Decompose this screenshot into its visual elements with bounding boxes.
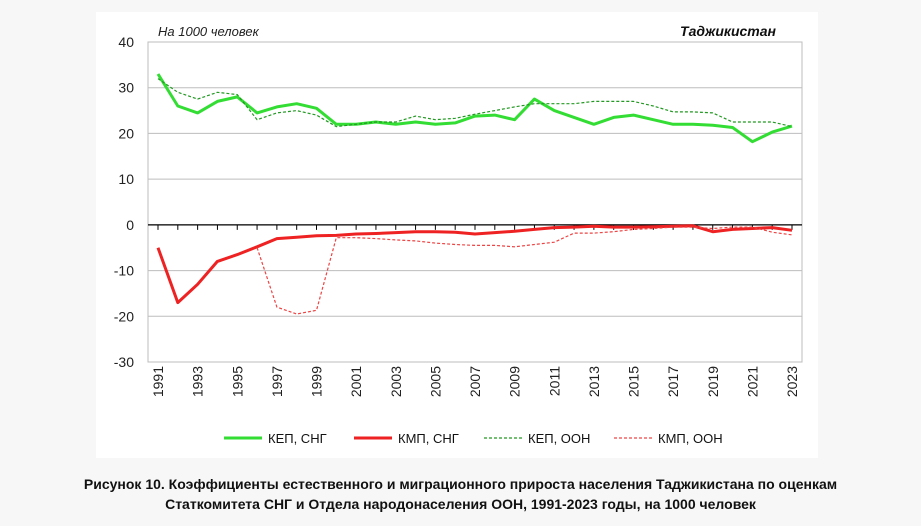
- legend-label: КЕП, СНГ: [268, 431, 327, 446]
- x-tick-label: 1991: [150, 366, 166, 397]
- series-line-1: [156, 73, 793, 144]
- x-tick-label: 2019: [705, 366, 721, 397]
- chart-subtitle: На 1000 человек: [158, 24, 260, 39]
- x-tick-labels: 1991 1993 1995 1997 1999 2001 2003 2005 2007 2009…: [150, 366, 800, 397]
- grid-layer: [147, 41, 803, 363]
- figure-caption: Рисунок 10. Коэффициенты естественного и…: [0, 474, 921, 514]
- figure-panel: 40 30 20 10 0 -10 -20 -30 1991 1993 1995 1997 1999 2…: [96, 12, 818, 458]
- x-tick-label: 2005: [427, 366, 443, 397]
- series-line-4: [256, 226, 793, 315]
- x-tick-label: 1993: [190, 366, 206, 397]
- y-tick-label: 20: [118, 125, 134, 141]
- x-tick-label: 2021: [744, 366, 760, 397]
- y-tick-label: 40: [118, 34, 134, 50]
- x-tick-label: 2017: [665, 366, 681, 397]
- series-line-2: [156, 224, 793, 305]
- x-tick-label: 2001: [348, 366, 364, 397]
- series-layer: [156, 73, 793, 315]
- legend-label: КЕП, ООН: [528, 431, 590, 446]
- x-tick-label: 2009: [507, 366, 523, 397]
- caption-line-1: Рисунок 10. Коэффициенты естественного и…: [83, 476, 838, 492]
- legend: КЕП, СНГ КМП, СНГ КЕП, ООН КМП, ООН: [224, 431, 723, 446]
- series-line-3: [157, 78, 793, 128]
- chart-title: Таджикистан: [680, 23, 777, 39]
- x-tick-label: 2015: [626, 366, 642, 397]
- y-tick-labels: 40 30 20 10 0 -10 -20 -30: [114, 34, 134, 370]
- x-tick-label: 2013: [586, 366, 602, 397]
- x-tick-label: 2003: [388, 366, 404, 397]
- y-tick-label: -10: [114, 263, 134, 279]
- plot-frame: [147, 41, 803, 363]
- x-tick-label: 2011: [546, 366, 562, 396]
- x-tick-label: 1995: [229, 366, 245, 397]
- chart: 40 30 20 10 0 -10 -20 -30 1991 1993 1995 1997 1999 2…: [114, 23, 803, 446]
- x-tick-label: 2007: [467, 366, 483, 397]
- x-tick-label: 2023: [784, 366, 800, 397]
- x-tick-label: 1997: [269, 366, 285, 397]
- y-tick-label: -20: [114, 308, 134, 324]
- legend-label: КМП, СНГ: [398, 431, 459, 446]
- caption-line-2: Статкомитета СНГ и Отдела народонаселени…: [165, 496, 756, 512]
- y-tick-label: -30: [114, 354, 134, 370]
- x-tick-label: 1999: [309, 366, 325, 397]
- y-tick-label: 10: [118, 171, 134, 187]
- y-tick-label: 0: [126, 217, 134, 233]
- y-tick-label: 30: [118, 80, 134, 96]
- legend-label: КМП, ООН: [658, 431, 723, 446]
